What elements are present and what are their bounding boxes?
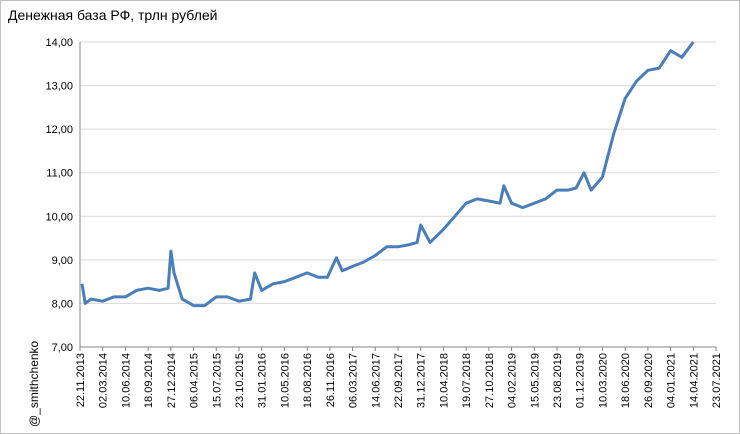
x-tick-label: 18.06.2020 <box>620 353 632 408</box>
y-tick-label: 7,00 <box>52 342 73 354</box>
x-tick-label: 22.09.2017 <box>393 353 405 408</box>
data-line <box>80 41 695 308</box>
x-tick-label: 02.03.2014 <box>98 353 110 408</box>
y-tick-label: 13,00 <box>45 81 73 93</box>
x-tick-label: 15.05.2019 <box>529 353 541 408</box>
x-tick-label: 27.12.2014 <box>166 353 178 408</box>
x-tick-label: 06.04.2015 <box>189 353 201 408</box>
x-tick-label: 26.09.2020 <box>643 353 655 408</box>
x-tick-label: 10.06.2014 <box>120 353 132 408</box>
x-tick-label: 19.07.2018 <box>461 353 473 408</box>
y-tick-label: 12,00 <box>45 124 73 136</box>
x-tick-label: 10.05.2016 <box>279 353 291 408</box>
y-tick-label: 10,00 <box>45 211 73 223</box>
x-tick-label: 04.02.2019 <box>507 353 519 408</box>
x-tick-label: 23.07.2021 <box>711 353 723 408</box>
x-tick-label: 31.01.2016 <box>257 353 269 408</box>
x-tick-label: 14.06.2017 <box>370 353 382 408</box>
x-tick-label: 27.10.2018 <box>484 353 496 408</box>
x-tick-label: 15.07.2015 <box>211 353 223 408</box>
x-tick-label: 31.12.2017 <box>416 353 428 408</box>
x-tick-label: 01.12.2019 <box>575 353 587 408</box>
y-tick-label: 8,00 <box>52 298 73 310</box>
x-tick-label: 06.03.2017 <box>348 353 360 408</box>
x-tick-label: 10.03.2020 <box>597 353 609 408</box>
x-tick-label: 10.04.2018 <box>438 353 450 408</box>
x-tick-label: 22.11.2013 <box>75 353 87 407</box>
y-tick-label: 14,00 <box>45 37 73 49</box>
x-tick-label: 14.04.2021 <box>688 353 700 408</box>
chart-title: Денежная база РФ, трлн рублей <box>8 7 217 23</box>
x-tick-label: 23.08.2019 <box>552 353 564 408</box>
x-tick-label: 18.09.2014 <box>143 353 155 408</box>
y-tick-label: 9,00 <box>52 255 73 267</box>
y-tick-label: 11,00 <box>46 168 73 180</box>
watermark: @_smithchenko <box>27 340 41 427</box>
x-tick-label: 26.11.2016 <box>325 353 337 407</box>
x-tick-label: 04.01.2021 <box>666 353 678 408</box>
x-tick-label: 18.08.2016 <box>302 353 314 408</box>
x-tick-label: 23.10.2015 <box>234 353 246 408</box>
